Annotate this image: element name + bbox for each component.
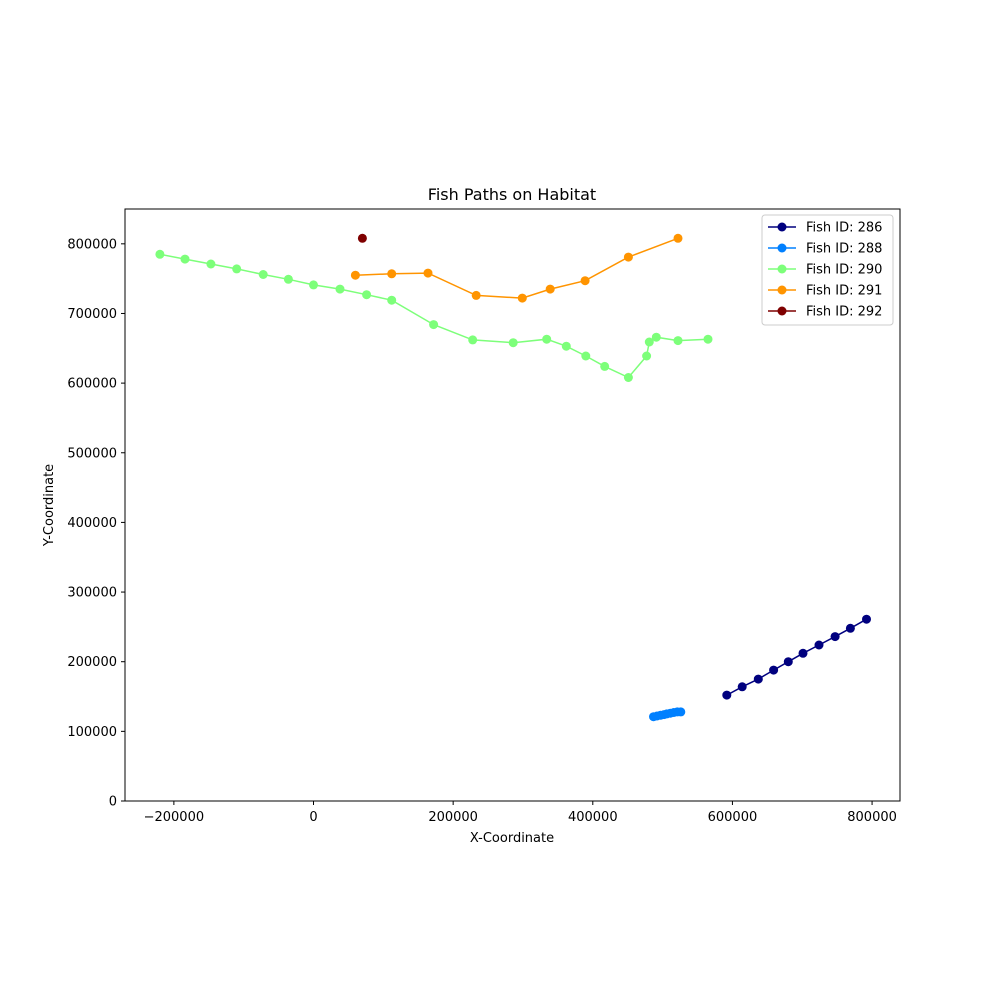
x-axis-label: X-Coordinate xyxy=(470,831,554,846)
data-point xyxy=(769,665,779,675)
ticks-layer: −200000 0 200000 400000 600000 800000 0 100000 2… xyxy=(67,237,897,825)
data-point xyxy=(673,336,683,346)
y-tick-label: 700000 xyxy=(67,307,117,322)
data-point xyxy=(642,351,652,361)
x-tick-label: 0 xyxy=(309,810,317,825)
series-line xyxy=(726,618,867,696)
data-point xyxy=(545,284,555,294)
series-layer xyxy=(155,233,871,722)
data-point xyxy=(644,337,654,347)
data-point xyxy=(362,290,372,300)
series-1 xyxy=(649,707,686,722)
x-tick-label: 200000 xyxy=(428,810,478,825)
data-point xyxy=(814,640,824,650)
x-tick-label: 600000 xyxy=(708,810,758,825)
data-point xyxy=(468,335,478,345)
legend-entry: Fish ID: 290 xyxy=(768,263,882,278)
legend-label: Fish ID: 286 xyxy=(806,221,882,236)
data-point xyxy=(798,648,808,658)
y-tick-label: 800000 xyxy=(67,237,117,252)
data-point xyxy=(722,690,732,700)
data-point xyxy=(623,373,633,382)
data-point xyxy=(542,334,552,344)
chart-title: Fish Paths on Habitat xyxy=(428,185,596,204)
data-point xyxy=(561,341,571,351)
data-point xyxy=(423,268,433,278)
legend-marker xyxy=(777,222,787,232)
data-point xyxy=(830,632,840,642)
data-point xyxy=(180,254,190,264)
data-point xyxy=(580,276,590,286)
y-tick-label: 100000 xyxy=(67,725,117,740)
data-point xyxy=(357,233,367,243)
data-point xyxy=(232,264,242,274)
legend-frame xyxy=(761,214,894,326)
x-tick-label: −200000 xyxy=(144,810,205,825)
data-point xyxy=(258,270,268,279)
x-tick-label: 400000 xyxy=(568,810,618,825)
data-point xyxy=(673,233,683,243)
legend-marker xyxy=(777,285,787,295)
data-point xyxy=(703,334,713,344)
data-point xyxy=(387,295,397,305)
data-point xyxy=(783,657,793,667)
data-point xyxy=(651,332,661,342)
data-point xyxy=(155,249,165,259)
data-point xyxy=(845,623,855,633)
y-axis-label: Y-Coordinate xyxy=(42,464,57,547)
y-tick-label: 200000 xyxy=(67,655,117,670)
y-tick-label: 500000 xyxy=(67,446,117,461)
y-tick-label: 400000 xyxy=(67,516,117,531)
data-point xyxy=(862,614,871,624)
legend-marker xyxy=(777,264,787,274)
data-point xyxy=(335,284,345,294)
data-point xyxy=(581,351,591,361)
series-0 xyxy=(722,614,871,700)
series-3 xyxy=(350,233,683,303)
data-point xyxy=(387,269,397,279)
legend-label: Fish ID: 291 xyxy=(806,284,882,299)
data-point xyxy=(623,252,633,262)
data-point xyxy=(429,320,439,330)
x-tick-label: 800000 xyxy=(847,810,897,825)
data-point xyxy=(508,338,518,348)
data-point xyxy=(206,259,216,269)
legend-entry: Fish ID: 291 xyxy=(768,284,882,299)
data-point xyxy=(283,274,293,284)
data-point xyxy=(753,674,763,684)
data-point xyxy=(350,270,360,280)
data-point xyxy=(471,290,481,300)
series-2 xyxy=(155,249,713,382)
legend-label: Fish ID: 292 xyxy=(806,305,882,320)
legend-marker xyxy=(777,306,787,316)
data-point xyxy=(737,682,747,692)
data-point xyxy=(309,280,318,290)
legend-label: Fish ID: 288 xyxy=(806,242,882,257)
legend-entry: Fish ID: 288 xyxy=(768,242,882,257)
data-point xyxy=(517,293,527,303)
legend-entry: Fish ID: 286 xyxy=(768,221,882,236)
legend-marker xyxy=(777,243,787,253)
data-point xyxy=(600,361,610,371)
data-point xyxy=(676,707,686,717)
y-tick-label: 300000 xyxy=(67,586,117,601)
legend: Fish ID: 286 Fish ID: 288 Fish ID: 290 Fish… xyxy=(761,214,894,326)
legend-label: Fish ID: 290 xyxy=(806,263,882,278)
y-tick-label: 0 xyxy=(109,795,117,810)
legend-entry: Fish ID: 292 xyxy=(768,305,882,320)
series-4 xyxy=(357,233,367,243)
y-tick-label: 600000 xyxy=(67,377,117,392)
plot-frame xyxy=(124,208,901,802)
